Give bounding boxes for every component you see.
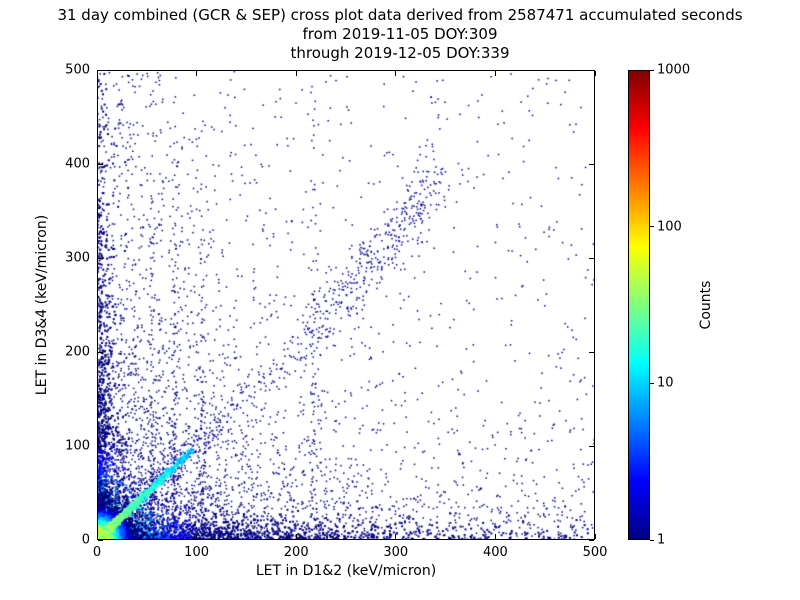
y-tick-label: 500 (65, 62, 90, 78)
y-tick-mark (98, 445, 103, 447)
colorbar-tick-label: 100 (657, 219, 682, 235)
y-axis-label: LET in D3&4 (keV/micron) (34, 214, 50, 396)
y-tick-mark-right (589, 539, 594, 541)
y-tick-label: 100 (65, 438, 90, 454)
x-tick-mark (295, 534, 297, 539)
y-tick-mark (98, 257, 103, 259)
y-tick-mark-right (589, 163, 594, 165)
scatter-plot-canvas (97, 70, 595, 540)
colorbar-tick-mark (650, 226, 654, 228)
x-tick-mark-top (196, 71, 198, 76)
x-tick-mark-top (295, 71, 297, 76)
x-tick-label: 300 (383, 545, 409, 560)
y-tick-mark (98, 163, 103, 165)
x-tick-mark-top (494, 71, 496, 76)
colorbar-canvas (628, 70, 650, 540)
x-tick-mark (594, 534, 596, 539)
y-tick-label: 0 (81, 532, 90, 548)
x-tick-mark (395, 534, 397, 539)
y-tick-mark-right (589, 257, 594, 259)
chart-title-line1: 31 day combined (GCR & SEP) cross plot d… (57, 6, 743, 24)
y-tick-label: 400 (65, 156, 90, 172)
y-tick-label: 200 (65, 344, 90, 360)
chart-title-line2: from 2019-11-05 DOY:309 (302, 25, 498, 43)
colorbar-label: Counts (698, 280, 714, 330)
chart-title: 31 day combined (GCR & SEP) cross plot d… (0, 6, 800, 63)
x-tick-mark (494, 534, 496, 539)
colorbar-tick-label: 1 (657, 532, 666, 548)
colorbar-tick-mark (650, 539, 654, 541)
x-tick-mark-top (594, 71, 596, 76)
y-tick-mark (98, 539, 103, 541)
colorbar-tick-mark (650, 382, 654, 384)
x-tick-mark (196, 534, 198, 539)
y-tick-mark-right (589, 69, 594, 71)
chart-title-line3: through 2019-12-05 DOY:339 (290, 44, 510, 62)
x-tick-label: 200 (283, 545, 309, 560)
x-tick-mark-top (96, 71, 98, 76)
x-tick-label: 100 (184, 545, 210, 560)
y-tick-mark (98, 351, 103, 353)
colorbar-tick-label: 10 (657, 375, 674, 391)
x-tick-label: 0 (92, 545, 102, 560)
colorbar-tick-mark (650, 69, 654, 71)
y-tick-label: 300 (65, 250, 90, 266)
colorbar-tick-label: 1000 (657, 62, 691, 78)
x-tick-mark (96, 534, 98, 539)
x-axis-label: LET in D1&2 (keV/micron) (255, 563, 437, 579)
x-tick-label: 500 (582, 545, 608, 560)
x-tick-label: 400 (482, 545, 508, 560)
y-tick-mark-right (589, 351, 594, 353)
x-tick-mark-top (395, 71, 397, 76)
y-tick-mark-right (589, 445, 594, 447)
y-tick-mark (98, 69, 103, 71)
